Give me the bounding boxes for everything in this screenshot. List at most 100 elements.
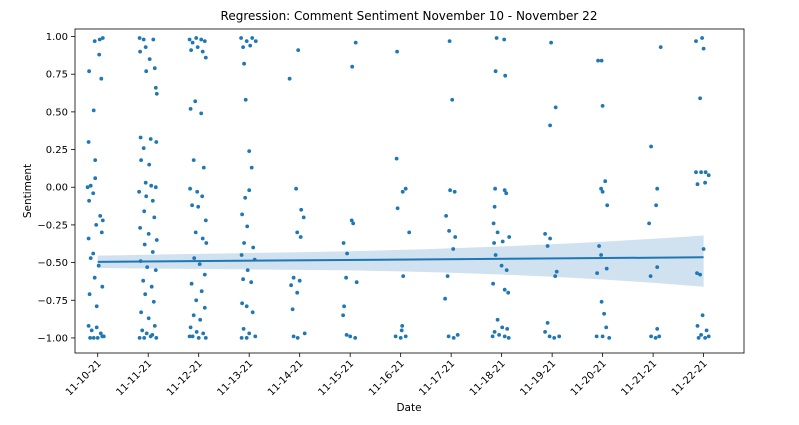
scatter-point (452, 336, 456, 340)
x-tick-label: 11-12-21 (165, 358, 205, 398)
scatter-point (507, 235, 511, 239)
plot-frame (75, 29, 744, 353)
scatter-point (493, 205, 497, 209)
scatter-point (500, 264, 504, 268)
scatter-point (496, 231, 500, 235)
x-tick-label: 11-14-21 (266, 358, 306, 398)
scatter-point (201, 237, 205, 241)
scatter-point (242, 62, 246, 66)
x-axis: 11-10-21 11-11-21 11-12-21 11-13-21 11-14-21… (64, 353, 710, 398)
scatter-point (696, 324, 700, 328)
scatter-point (143, 243, 147, 247)
scatter-point (404, 335, 408, 339)
scatter-point (703, 181, 707, 185)
scatter-point (649, 274, 653, 278)
scatter-point (189, 48, 193, 52)
scatter-point (148, 57, 152, 61)
scatter-point (447, 229, 451, 233)
scatter-point (647, 222, 651, 226)
scatter-point (491, 335, 495, 339)
scatter-point (395, 50, 399, 54)
scatter-point (453, 235, 457, 239)
x-tick-label: 11-18-21 (468, 358, 508, 398)
scatter-point (400, 324, 404, 328)
y-tick-label: −0.25 (37, 220, 68, 231)
scatter-point (87, 237, 91, 241)
scatter-point (443, 297, 447, 301)
scatter-point (198, 262, 202, 266)
scatter-point (245, 39, 249, 43)
scatter-point (700, 36, 704, 40)
scatter-point (595, 271, 599, 275)
scatter-point (247, 332, 251, 336)
scatter-point (698, 96, 702, 100)
scatter-point (595, 335, 599, 339)
scatter-point (240, 253, 244, 257)
scatter-point (138, 226, 142, 230)
scatter-point (142, 38, 146, 42)
scatter-point (601, 104, 605, 108)
scatter-point (407, 231, 411, 235)
scatter-point (154, 185, 158, 189)
x-tick-label: 11-13-21 (215, 358, 255, 398)
x-axis-label: Date (396, 402, 421, 414)
scatter-point (194, 298, 198, 302)
x-tick-label: 11-15-21 (316, 358, 356, 398)
scatter-points-layer (86, 36, 711, 340)
scatter-point (93, 158, 97, 162)
scatter-point (557, 335, 561, 339)
scatter-point (142, 336, 146, 340)
scatter-point (294, 187, 298, 191)
scatter-point (88, 336, 92, 340)
scatter-point (601, 190, 605, 194)
y-tick-label: 0.25 (46, 145, 68, 156)
scatter-point (145, 332, 149, 336)
scatter-point (602, 312, 606, 316)
scatter-point (93, 176, 97, 180)
scatter-point (101, 219, 105, 223)
y-tick-label: 0.50 (46, 107, 68, 118)
x-tick-label: 11-22-21 (670, 358, 710, 398)
scatter-point (92, 336, 96, 340)
scatter-point (189, 326, 193, 330)
scatter-point (493, 330, 497, 334)
y-tick-label: 0.75 (46, 70, 68, 81)
scatter-point (88, 292, 92, 296)
scatter-point (599, 253, 603, 257)
scatter-point (191, 41, 195, 45)
scatter-point (507, 336, 511, 340)
scatter-point (355, 280, 359, 284)
scatter-point (195, 330, 199, 334)
scatter-point (503, 288, 507, 292)
scatter-point (703, 336, 707, 340)
scatter-point (189, 107, 193, 111)
scatter-point (138, 50, 142, 54)
scatter-point (607, 336, 611, 340)
scatter-point (95, 326, 99, 330)
scatter-point (99, 77, 103, 81)
scatter-point (456, 333, 460, 337)
scatter-point (141, 279, 145, 283)
scatter-point (239, 36, 243, 40)
scatter-point (446, 274, 450, 278)
scatter-point (705, 329, 709, 333)
scatter-point (253, 335, 257, 339)
scatter-point (298, 279, 302, 283)
scatter-point (153, 66, 157, 70)
scatter-point (696, 182, 700, 186)
scatter-point (150, 285, 154, 289)
scatter-point (248, 44, 252, 48)
scatter-point (144, 181, 148, 185)
scatter-point (137, 190, 141, 194)
scatter-point (190, 203, 194, 207)
scatter-point (240, 336, 244, 340)
scatter-point (201, 332, 205, 336)
scatter-point (404, 187, 408, 191)
scatter-point (96, 336, 100, 340)
scatter-point (296, 336, 300, 340)
scatter-point (200, 194, 204, 198)
scatter-point (654, 203, 658, 207)
scatter-point (342, 304, 346, 308)
x-tick-label: 11-21-21 (619, 358, 659, 398)
scatter-point (497, 333, 501, 337)
